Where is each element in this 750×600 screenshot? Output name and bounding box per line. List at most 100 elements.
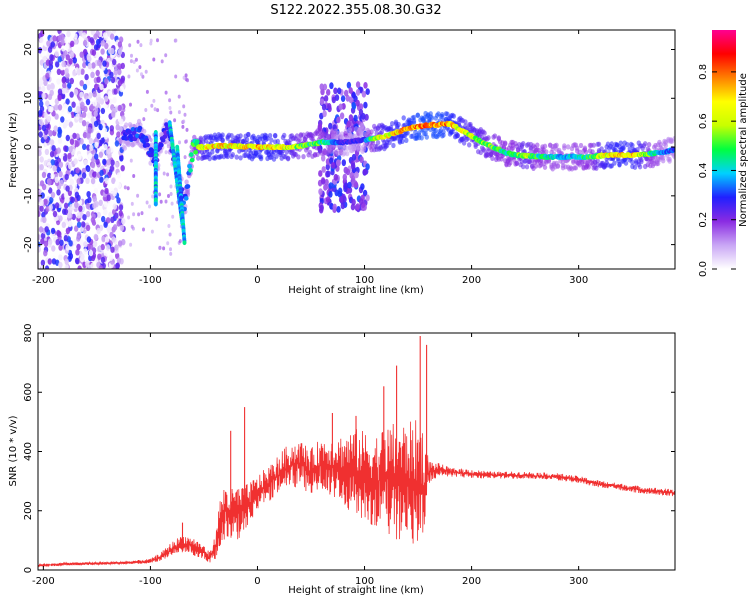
spectrogram-cell: [38, 109, 43, 117]
spectrogram-cell: [38, 246, 41, 253]
spectrogram-cell: [82, 83, 88, 91]
spectrogram-cell: [104, 187, 109, 195]
spectrogram-cell: [182, 119, 186, 124]
spectrogram-cell: [57, 137, 63, 144]
spectrogram-cell: [92, 100, 98, 107]
spectrogram-cell: [102, 60, 107, 67]
spectrogram-cell: [47, 172, 52, 180]
spectrogram-cell: [164, 53, 168, 58]
spectrogram-cell: [70, 196, 75, 204]
spectrogram-cell: [61, 221, 66, 228]
spectrogram-cell: [338, 196, 344, 203]
spectrogram-cell: [441, 129, 446, 135]
spectrogram-cell: [95, 51, 100, 58]
spectrogram-cell: [591, 142, 596, 148]
spectrogram-cell: [48, 59, 53, 66]
spectrogram-cell: [244, 136, 250, 143]
spectrogram-cell: [56, 189, 61, 196]
spectrogram-cell: [38, 131, 43, 138]
spectrogram-cell: [97, 253, 102, 260]
snr-y-tick-label: 0: [23, 567, 34, 573]
spectrogram-cell: [74, 201, 79, 209]
spectrogram-cell: [75, 113, 80, 120]
spectrogram-cell: [111, 236, 116, 243]
spectrogram-cell: [269, 137, 274, 143]
colorbar-tick-label: 0.6: [698, 113, 709, 129]
spectrogram-cell: [357, 144, 363, 151]
spectrogram-cell: [340, 202, 345, 210]
spectrogram-cell: [76, 235, 81, 242]
spectrogram-cell: [490, 155, 495, 161]
spectrogram-cell: [109, 71, 114, 79]
spectrogram-cell: [129, 59, 133, 64]
spectrogram-cell: [94, 153, 99, 160]
spectrogram-cell: [120, 62, 126, 70]
spectrogram-cell: [126, 186, 130, 191]
spectrogram-cell: [185, 139, 188, 144]
spectrogram-cell: [166, 172, 170, 177]
spectrogram-cell: [183, 112, 187, 117]
snr-y-tick-label: 400: [23, 442, 34, 461]
spectrogram-cell: [301, 154, 306, 160]
spectrogram-cell: [129, 102, 132, 107]
spectrogram-cell: [41, 171, 47, 179]
spectrogram-cell: [482, 130, 487, 136]
spectrogram-cell: [643, 141, 648, 147]
spectrogram-cell: [59, 179, 64, 187]
spectrogram-cell: [130, 224, 134, 229]
spectrogram-cell: [171, 214, 175, 219]
spectrogram-cell: [182, 75, 186, 80]
spectrogram-cell: [98, 151, 104, 158]
spectrogram-cell: [41, 92, 46, 100]
spectrogram-cell: [341, 159, 346, 167]
spectrogram-cell: [83, 248, 88, 255]
spectrogram-cell: [672, 147, 675, 152]
spectrogram-cell: [294, 133, 300, 139]
spectrogram-cell: [82, 39, 88, 47]
spectrogram-cell: [655, 160, 661, 167]
spectrogram-cell: [39, 164, 44, 171]
spectrogram-cell: [107, 200, 113, 207]
spectrogram-cell: [359, 156, 364, 164]
spectrogram-cell: [339, 112, 345, 120]
spectrogram-cell: [79, 239, 84, 246]
spectrogram-cell: [85, 79, 91, 87]
spectrogram-cell: [43, 240, 49, 247]
spectrogram-cell: [86, 132, 91, 139]
spectrogram-cell: [340, 95, 346, 102]
spectrogram-cell: [83, 159, 88, 166]
spectrogram-cell: [65, 244, 70, 251]
spectrogram-cell: [220, 137, 225, 143]
spectrogram-cell: [106, 148, 112, 155]
spectrogram-cell: [106, 194, 112, 201]
spectrogram-cell: [102, 158, 107, 166]
spectrogram-cell: [57, 56, 62, 63]
spectrogram-cell: [116, 131, 121, 138]
spectrogram-cell: [85, 224, 91, 232]
spectrogram-cell: [89, 103, 95, 111]
spectrogram-cell: [65, 134, 71, 142]
spectrogram-cell: [627, 146, 632, 152]
spectrogram-cell: [60, 69, 65, 76]
spectrogram-cell: [275, 138, 280, 144]
spectrogram-cell: [74, 140, 80, 148]
spectrogram-cell: [144, 138, 150, 143]
spectrogram-cell: [50, 82, 55, 90]
spectrogram-cell: [92, 196, 98, 203]
spectrogram-cell: [79, 91, 84, 99]
spectrogram-cell: [61, 77, 66, 84]
snr-x-tick-label: -200: [32, 576, 55, 587]
spectrogram-cell: [344, 89, 349, 97]
spectrogram-cell: [144, 108, 148, 112]
spectrogram-cell: [387, 139, 392, 146]
spectrogram-cell: [79, 51, 84, 58]
spectrogram-cell: [345, 168, 351, 176]
spectrogram-cell: [65, 185, 70, 192]
spectrogram-cell: [51, 245, 56, 252]
spectrogram-cells: [38, 30, 675, 269]
spectrogram-cell: [60, 116, 65, 123]
spectrogram-cell: [79, 138, 84, 145]
spectrogram-cell: [90, 254, 96, 262]
spectrogram-cell: [542, 164, 548, 170]
figure-title: S122.2022.355.08.30.G32: [270, 3, 441, 18]
